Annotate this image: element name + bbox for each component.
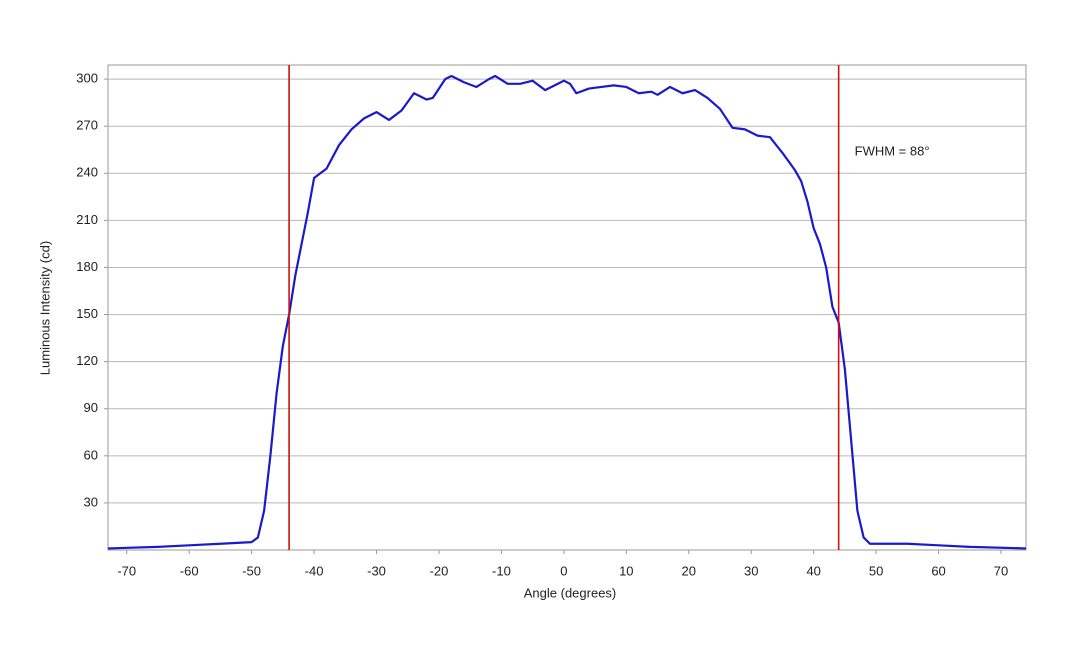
y-tick-label: 90: [84, 400, 98, 415]
y-tick-label: 300: [76, 71, 98, 86]
y-tick-label: 120: [76, 353, 98, 368]
data-line: [107, 74, 1027, 550]
x-tick-label: -40: [305, 563, 324, 578]
x-tick-label: 40: [806, 563, 820, 578]
y-axis-label: Luminous Intensity (cd): [37, 241, 52, 375]
x-tick-label: -60: [180, 563, 199, 578]
y-tick-label: 270: [76, 118, 98, 133]
x-tick-label: -30: [367, 563, 386, 578]
y-tick-label: 210: [76, 212, 98, 227]
x-tick-label: 20: [682, 563, 696, 578]
plot-frame: [107, 64, 1027, 551]
y-tick-label: 30: [84, 494, 98, 509]
x-axis-label: Angle (degrees): [524, 585, 617, 600]
x-tick-label: 30: [744, 563, 758, 578]
x-tick-label: 10: [619, 563, 633, 578]
x-tick-label: -20: [430, 563, 449, 578]
y-tick-label: 150: [76, 306, 98, 321]
x-tick-label: 70: [994, 563, 1008, 578]
x-tick-label: -50: [242, 563, 261, 578]
x-tick-label: 50: [869, 563, 883, 578]
x-tick-label: -70: [117, 563, 136, 578]
x-tick-label: 60: [931, 563, 945, 578]
x-tick-label: -10: [492, 563, 511, 578]
y-tick-label: 60: [84, 447, 98, 462]
y-tick-label: 180: [76, 259, 98, 274]
y-tick-label: 240: [76, 165, 98, 180]
x-tick-label: 0: [560, 563, 567, 578]
annotation: FWHM = 88°: [855, 143, 930, 158]
